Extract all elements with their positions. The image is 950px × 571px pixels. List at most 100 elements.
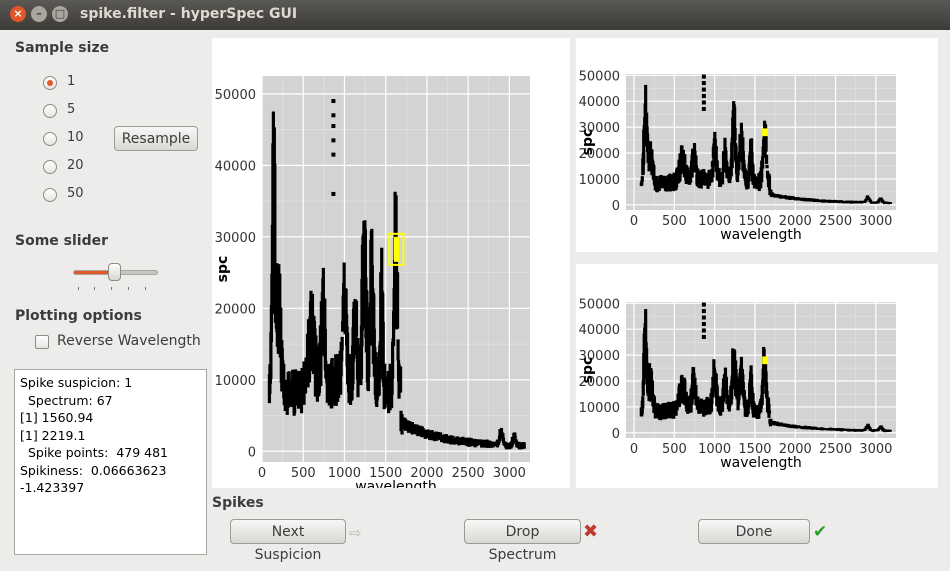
close-icon[interactable]: × [10,6,26,22]
slider-tick [94,287,95,290]
spike-point [701,94,706,99]
x-tick-label: 1500 [369,466,402,481]
radio-sample-10-label: 10 [67,130,84,145]
x-tick-label: 3000 [493,466,526,481]
spectrum-series [639,84,892,205]
red-x-icon: ✖ [583,521,599,542]
x-tick-label: 0 [630,214,638,229]
bottom-right-plot-panel: 0 500 1000 1500 2000 2500 3000 0 10000 20000 30000… [576,264,938,488]
x-tick-label: 500 [662,214,687,229]
y-axis-label: spc [580,129,596,156]
x-tick-label: 2000 [779,214,812,229]
y-axis-label: spc [580,357,596,384]
x-tick-label: 0 [630,442,638,457]
x-tick-label: 2000 [410,466,443,481]
radio-sample-5-label: 5 [67,102,76,117]
plotting-options-label: Plotting options [15,308,142,324]
spike-point [331,124,336,129]
spike-point [701,334,706,339]
y-tick-label: 0 [248,445,256,460]
sample-size-label: Sample size [15,40,110,56]
slider-tick [78,287,79,290]
spike-point [701,81,706,86]
drop-spectrum-button[interactable]: Drop Spectrum [464,519,581,563]
x-tick-label: 2500 [452,466,485,481]
radio-sample-50[interactable] [43,188,57,202]
x-axis-label: wavelength [720,455,802,471]
y-tick-label: 40000 [215,159,256,174]
x-tick-label: 2500 [819,214,852,229]
radio-sample-1[interactable] [43,76,57,90]
y-tick-label: 0 [612,199,620,214]
slider-tick [145,287,146,290]
y-tick-label: 40000 [579,323,620,338]
spike-point [331,99,336,104]
bottom-right-spectrum-plot: 0 500 1000 1500 2000 2500 30000100002000030000… [579,297,896,471]
spike-point [331,113,336,118]
x-tick-label: 1000 [698,214,731,229]
x-axis-label: wavelength [720,227,802,243]
spike-point [701,302,706,307]
maximize-icon[interactable]: □ [52,6,68,22]
spike-point [331,152,336,157]
y-tick-label: 20000 [579,375,620,390]
spike-point [331,138,336,143]
spike-point [701,328,706,333]
title-bar[interactable]: × – □ spike.filter - hyperSpec GUI [0,0,950,30]
y-tick-label: 50000 [215,88,256,103]
x-tick-label: 3000 [859,214,892,229]
spikes-label: Spikes [212,495,264,511]
y-tick-label: 10000 [579,401,620,416]
x-tick-label: 1000 [328,466,361,481]
x-tick-label: 2500 [819,442,852,457]
x-axis-label: wavelength [355,479,437,488]
arrow-right-icon: ⇨ [349,524,362,542]
reverse-wavelength-checkbox[interactable] [35,335,49,349]
done-button[interactable]: Done [698,519,810,544]
spike-point [701,309,706,314]
radio-sample-20[interactable] [43,160,57,174]
spike-point [331,191,336,196]
y-tick-label: 40000 [579,95,620,110]
y-tick-label: 20000 [579,147,620,162]
y-tick-label: 30000 [579,349,620,364]
x-tick-label: 500 [291,466,316,481]
y-axis-label: spc [215,256,231,283]
slider-fill [74,271,116,274]
spike-highlight-points [762,356,768,365]
spike-highlight-box [388,232,405,266]
resample-button[interactable]: Resample [114,126,198,151]
y-tick-label: 30000 [215,231,256,246]
info-textbox[interactable]: Spike suspicion: 1 Spectrum: 67 [1] 1560… [14,369,207,555]
y-tick-label: 10000 [215,374,256,389]
main-spectrum-plot: 0 500 1000 1500 2000 2500 30000100002000030000… [215,76,530,488]
x-tick-label: 1500 [738,214,771,229]
x-tick-label: 1000 [698,442,731,457]
radio-sample-5[interactable] [43,104,57,118]
x-tick-label: 1500 [738,442,771,457]
radio-sample-50-label: 50 [67,186,84,201]
spike-point [701,106,706,111]
y-tick-label: 10000 [579,173,620,188]
some-slider-label: Some slider [15,233,109,249]
spike-highlight-points [394,236,399,262]
y-tick-label: 50000 [579,297,620,312]
minimize-icon[interactable]: – [31,6,47,22]
slider-tick [111,287,112,290]
top-right-plot-panel: 0 500 1000 1500 2000 2500 3000 0 10000 20000 30000… [576,38,938,252]
spectrum-series [639,309,892,433]
next-suspicion-button[interactable]: Next Suspicion [230,519,346,563]
radio-sample-20-label: 20 [67,158,84,173]
spike-point [701,322,706,327]
x-tick-label: 3000 [859,442,892,457]
spike-point [701,315,706,320]
main-plot-panel: 0 500 1000 1500 2000 2500 3000 0 10000 20000 30000… [212,38,570,488]
radio-sample-10[interactable] [43,132,57,146]
spectrum-series [267,111,526,450]
slider-thumb[interactable] [108,263,121,281]
window-title: spike.filter - hyperSpec GUI [80,6,298,22]
spike-point [701,87,706,92]
top-right-spectrum-plot: 0 500 1000 1500 2000 2500 30000100002000030000… [579,69,896,243]
slider-tick [128,287,129,290]
